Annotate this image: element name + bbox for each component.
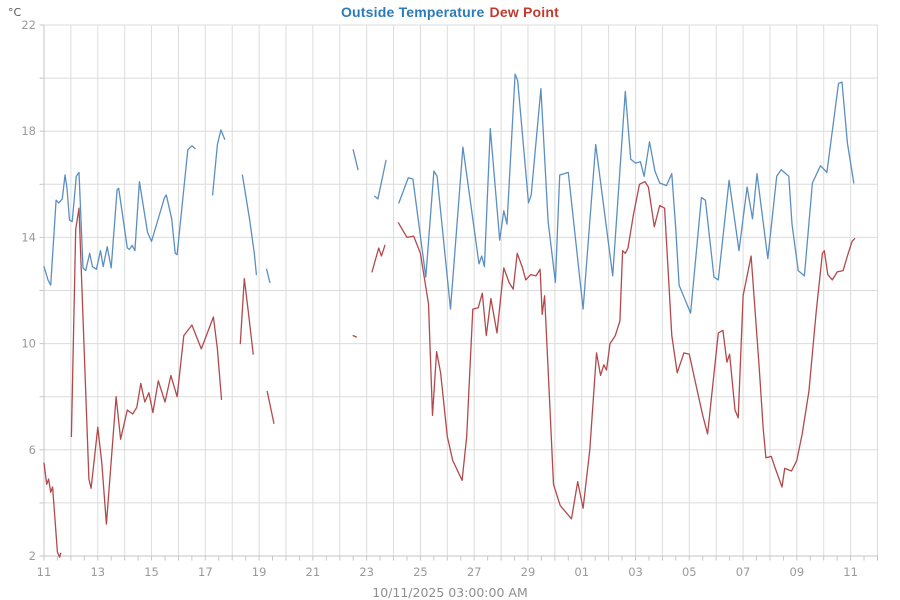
y-tick-label: 10 — [21, 337, 36, 351]
x-tick-label: 11 — [843, 565, 858, 579]
x-axis-date-label: 10/11/2025 03:00:00 AM — [372, 585, 528, 600]
y-axis-unit-label: °C — [8, 6, 22, 19]
series-line-dew-point — [397, 180, 856, 520]
series-line-dew-point — [371, 244, 386, 273]
chart-title: Outside Temperature Dew Point — [0, 4, 900, 20]
y-tick-label: 2 — [29, 549, 36, 563]
y-tick-label: 6 — [29, 443, 36, 457]
x-tick-label: 15 — [144, 565, 159, 579]
x-tick-label: 29 — [521, 565, 536, 579]
series-line-dew-point — [239, 277, 254, 355]
x-tick-label: 23 — [359, 565, 374, 579]
x-tick-label: 03 — [628, 565, 643, 579]
x-tick-label: 13 — [90, 565, 105, 579]
series-line-outside-temperature — [352, 149, 359, 171]
x-tick-label: 01 — [574, 565, 589, 579]
x-tick-label: 21 — [306, 565, 321, 579]
x-tick-label: 09 — [790, 565, 805, 579]
series-line-dew-point — [43, 462, 62, 558]
series-line-dew-point — [352, 334, 358, 338]
series-line-dew-point — [266, 390, 275, 424]
x-tick-label: 11 — [37, 565, 52, 579]
x-tick-label: 27 — [467, 565, 482, 579]
legend-dew-point: Dew Point — [489, 4, 560, 20]
series-line-outside-temperature — [211, 129, 226, 196]
x-tick-label: 17 — [198, 565, 213, 579]
y-tick-label: 18 — [21, 124, 36, 138]
series-line-outside-temperature — [241, 174, 258, 276]
legend-outside-temperature: Outside Temperature — [340, 4, 485, 20]
series-line-outside-temperature — [398, 73, 855, 314]
y-tick-label: 14 — [21, 230, 36, 244]
x-tick-label: 05 — [682, 565, 697, 579]
series-line-outside-temperature — [265, 268, 271, 284]
x-tick-label: 07 — [736, 565, 751, 579]
x-tick-label: 25 — [413, 565, 428, 579]
series-line-dew-point — [70, 207, 223, 525]
series-line-outside-temperature — [374, 159, 387, 200]
x-tick-label: 19 — [252, 565, 267, 579]
series-line-outside-temperature — [43, 145, 196, 286]
y-tick-label: 22 — [21, 18, 36, 32]
